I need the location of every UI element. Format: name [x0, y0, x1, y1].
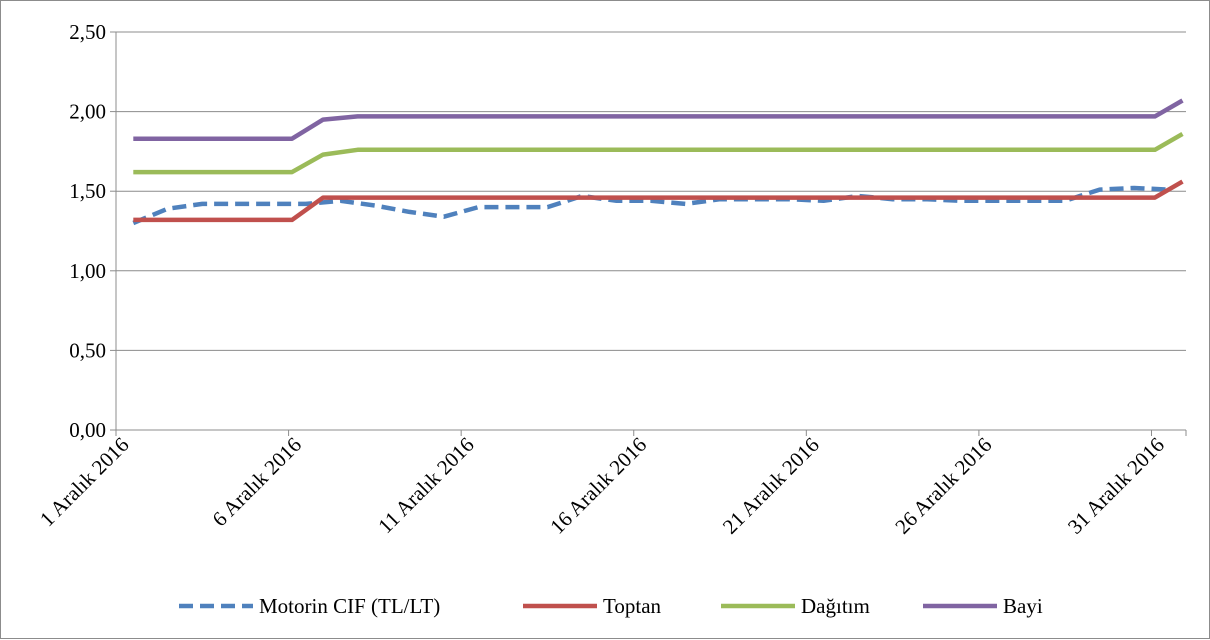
gridlines — [116, 31, 1186, 351]
series-line-1 — [133, 179, 1184, 223]
y-tick-label: 2,00 — [69, 100, 106, 124]
legend-label: Toptan — [603, 594, 662, 618]
legend-label: Bayi — [1003, 594, 1043, 618]
series-line-0 — [132, 185, 1169, 226]
x-tick-label: 1 Aralık 2016 — [35, 433, 134, 532]
legend: Motorin CIF (TL/LT) Toptan Dağıtım Bayi — [179, 594, 1043, 618]
series-line-3 — [133, 98, 1184, 141]
y-tick-label: 0,50 — [69, 338, 106, 362]
legend-label: Motorin CIF (TL/LT) — [259, 594, 440, 618]
tick-labels: 0,00 0,50 1,00 1,50 2,00 2,50 1 Aralık 2016 6 A… — [35, 20, 1169, 539]
x-tick-label: 26 Aralık 2016 — [890, 433, 996, 539]
x-tick-label: 21 Aralık 2016 — [718, 433, 824, 539]
y-tick-label: 0,00 — [69, 418, 106, 442]
x-tick-label: 31 Aralık 2016 — [1063, 433, 1169, 539]
y-tick-label: 2,50 — [69, 20, 106, 44]
axes — [110, 31, 1187, 436]
x-tick-label: 16 Aralık 2016 — [545, 433, 651, 539]
x-tick-label: 11 Aralık 2016 — [373, 433, 479, 539]
legend-label: Dağıtım — [801, 594, 870, 618]
x-tick-label: 6 Aralık 2016 — [207, 433, 306, 532]
y-tick-label: 1,50 — [69, 179, 106, 203]
y-tick-label: 1,00 — [69, 259, 106, 283]
series-line-2 — [133, 131, 1184, 175]
series-lines — [132, 98, 1184, 226]
